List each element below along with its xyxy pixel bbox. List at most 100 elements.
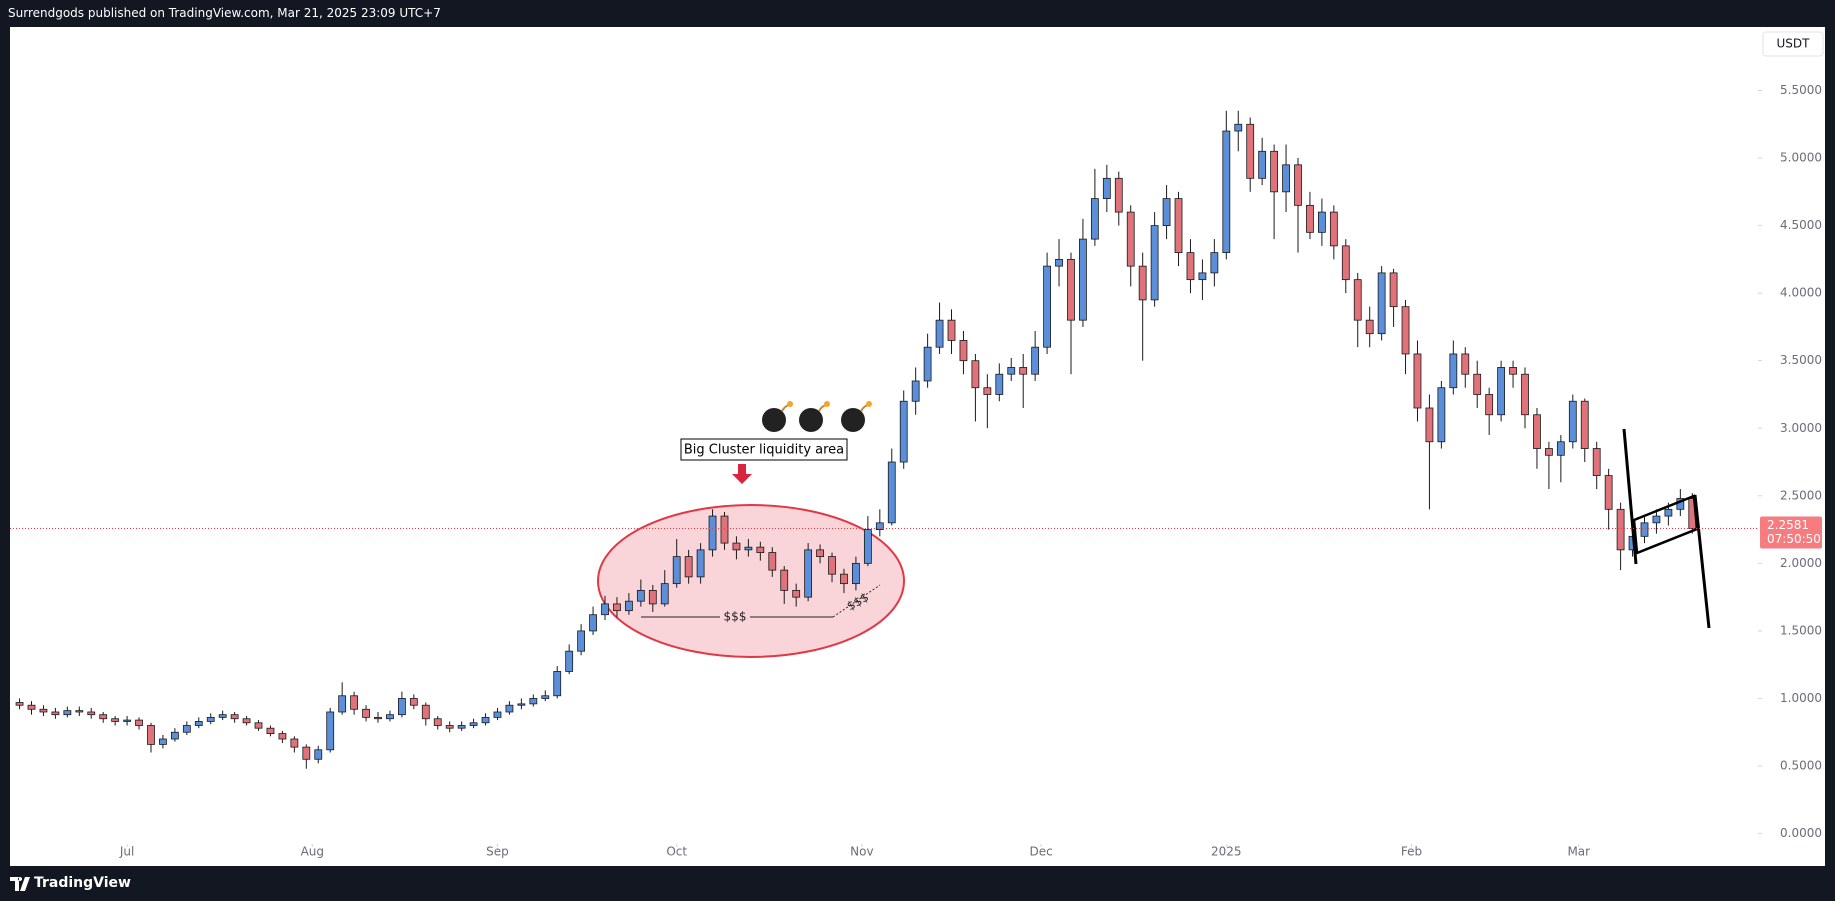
candle-body [350,695,359,710]
y-tick-label: 2.5000 [1780,488,1822,502]
candle-body [1437,387,1446,443]
candle-body [971,360,980,389]
candle-body [589,614,597,632]
candle-body [1294,164,1302,206]
candle-body [923,346,932,382]
candle-body [636,589,645,602]
candle-body [1473,373,1482,395]
candle-body [1556,441,1565,456]
candle-body [1162,198,1171,227]
candle-body [804,549,813,598]
liquidity-zone [597,504,905,658]
candle-body [1090,198,1099,240]
candle-body [1485,394,1494,416]
y-tick-label: 0.0000 [1780,826,1822,840]
candle-body [230,714,239,720]
candle-body [147,725,155,745]
candle-body [1652,515,1661,524]
candle-body [792,589,801,598]
candle-body [302,746,311,760]
brand-name: TradingView [34,875,131,891]
plot-background [10,27,1825,866]
candle-body [875,522,884,530]
y-tick-label: 4.0000 [1780,286,1822,300]
x-tick-label: Oct [666,845,687,859]
candle-body [63,710,72,716]
candle-body [852,562,860,585]
candle-body [1306,204,1314,233]
candle-body [1234,123,1243,132]
candle-body [314,749,323,760]
candle-body [1353,279,1362,321]
candle-body [1186,252,1195,281]
candle-body [1317,211,1326,233]
y-tick-label: 2.0000 [1780,556,1822,570]
candle-body [935,319,944,348]
candle-body [87,711,96,716]
candle-body [1580,400,1589,449]
candle-body [529,698,538,705]
candle-body [696,549,705,578]
candle-body [1174,198,1183,254]
candle-body [1425,407,1434,443]
candle-body [1640,522,1649,537]
candle-body [505,704,514,713]
liquidity-label: $$$ [724,610,747,624]
countdown-label: 07:50:50 [1767,532,1821,546]
candle-body [457,725,466,729]
x-tick-label: Mar [1567,845,1590,859]
candle-body [899,400,908,463]
candle-body [780,569,789,591]
candle-body [1365,319,1374,335]
candle-body [1102,177,1111,199]
candle-body [517,703,526,706]
publish-header: Surrendgods published on TradingView.com… [0,0,1835,27]
candle-body [99,714,108,720]
candle-body [684,556,693,578]
candle-body [278,733,287,740]
candle-body [1341,245,1350,281]
candle-body [1019,367,1028,375]
candle-body [1138,265,1147,301]
candle-body [362,708,370,718]
candle-body [1246,123,1255,179]
candle-body [648,589,657,605]
candle-body [159,738,167,745]
annotation-text: Big Cluster liquidity area [684,443,844,458]
bear-flag [1622,428,1711,629]
candle-body [840,573,848,585]
candle-body [756,546,765,553]
candle-body [326,711,335,751]
candle-body [672,556,681,585]
candle-body [194,721,203,726]
candle-body [421,704,430,720]
candle-body [39,708,48,713]
candle-body [123,719,131,722]
x-tick-label: Feb [1401,845,1422,859]
candle-body [266,727,275,734]
candle-body [1150,225,1159,301]
candle-body [51,711,60,716]
candle-body [1114,177,1123,213]
footer: TradingView [0,866,1835,901]
candle-body [1389,272,1398,308]
candle-body [744,546,753,551]
candle-body [863,529,872,564]
candle-body [27,704,36,710]
y-tick-label: 3.0000 [1780,421,1822,435]
candle-body [1079,238,1087,321]
candle-body [995,373,1004,395]
chart: Big Cluster liquidity area $$$ $$$ USDT … [10,27,1825,866]
candle-body [206,716,215,722]
candle-body [15,702,24,706]
candle-body [481,716,490,724]
candle-body [1521,373,1529,416]
arrow-down [732,464,752,484]
candle-body [290,738,299,748]
candle-body [720,515,729,544]
candle-body [386,714,394,720]
liquidity-line [832,584,881,618]
candle-body [768,552,777,571]
last-price-box [1760,516,1822,549]
